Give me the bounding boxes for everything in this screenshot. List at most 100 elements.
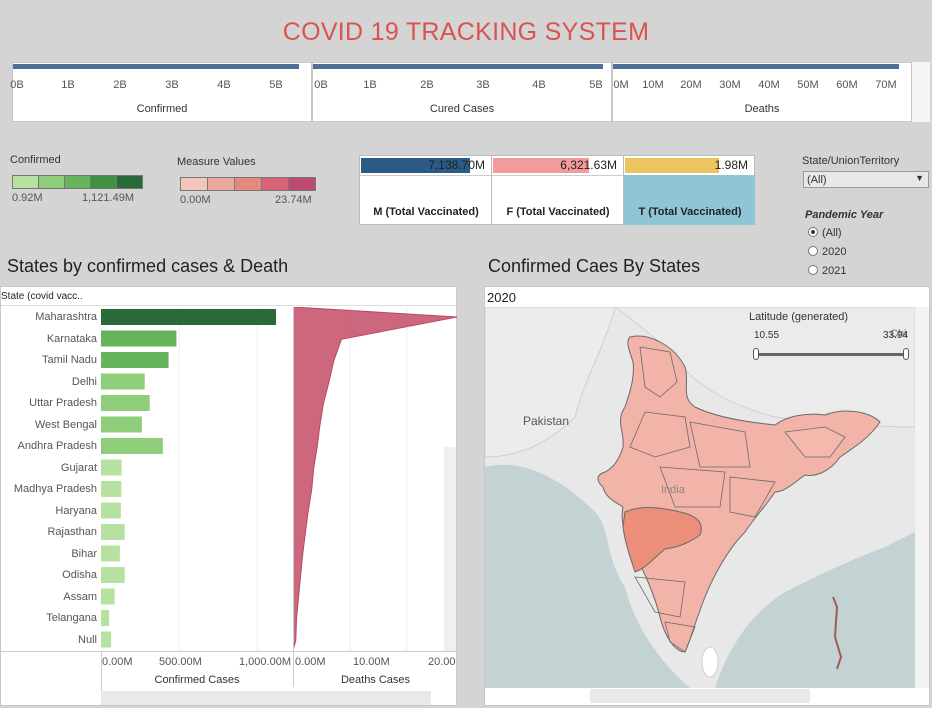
map-label-pakistan: Pakistan (523, 414, 569, 428)
kpi-confirmed-label: Confirmed (136, 103, 188, 115)
vacc-card-f[interactable]: 6,321.63M F (Total Vaccinated) (491, 155, 624, 225)
state-label: Telangana (46, 612, 97, 624)
confirmed-bar-chart (101, 307, 277, 651)
x-axis-title-deaths: Deaths Cases (340, 674, 411, 686)
kpi-cured-bar (313, 64, 603, 69)
state-label: Assam (63, 590, 97, 603)
confirmed-bar[interactable] (101, 631, 112, 648)
confirmed-bar[interactable] (101, 545, 120, 562)
kpi-tick: 4B (532, 79, 546, 91)
radio-icon (808, 246, 818, 256)
vacc-divider (360, 175, 492, 176)
legend-confirmed-title: Confirmed (10, 154, 61, 166)
x-tick-right: 0.00M (295, 656, 326, 668)
slider-handle-right[interactable] (903, 348, 909, 360)
confirmed-bar[interactable] (101, 330, 177, 347)
legend-swatch-m (180, 177, 208, 191)
state-label: Karnataka (46, 332, 97, 345)
confirmed-bar[interactable] (101, 416, 142, 433)
map-label-india: India (661, 484, 686, 496)
confirmed-bar[interactable] (101, 481, 122, 497)
state-label: Maharashtra (35, 311, 97, 323)
slider-handle-left[interactable] (753, 348, 759, 360)
legend-swatch-m (234, 177, 262, 191)
state-label: Odisha (62, 569, 97, 581)
latitude-slider-min: 10.55 (754, 330, 780, 341)
confirmed-bar[interactable] (101, 395, 150, 411)
state-label: Gujarat (60, 461, 97, 474)
kpi-tick: 3B (476, 79, 490, 91)
chevron-down-icon: ▼ (915, 173, 924, 183)
radio-selected-icon (808, 227, 818, 237)
confirmed-bar[interactable] (101, 438, 163, 454)
kpi-tick: 10M (642, 79, 664, 91)
kpi-confirmed[interactable]: 0B 1B 2B 3B 4B 5B Confirmed (10, 62, 312, 122)
kpi-scrollbar[interactable] (912, 62, 930, 122)
kpi-tick: 5B (589, 79, 603, 91)
horizontal-scrollbar[interactable] (101, 691, 431, 705)
year-option-2020[interactable]: 2020 (808, 246, 846, 258)
maharashtra-shape (622, 507, 702, 573)
confirmed-bar[interactable] (101, 567, 125, 583)
state-label: Rajasthan (47, 526, 97, 538)
latitude-slider-max: 33.94 (883, 330, 909, 341)
state-label: Haryana (55, 504, 97, 517)
kpi-deaths-label: Deaths (744, 103, 780, 115)
dashboard-title: COVID 19 TRACKING SYSTEM (282, 18, 650, 46)
year-option-2021[interactable]: 2021 (808, 265, 846, 277)
confirmed-bar[interactable] (101, 502, 121, 519)
kpi-strip: 0B 1B 2B 3B 4B 5B Confirmed 0B 1B 2B 3B … (10, 62, 912, 122)
map-scrollbar[interactable] (915, 307, 929, 688)
map-year-label: 2020 (487, 290, 516, 305)
axis-divider-left (101, 651, 102, 691)
confirmed-bar[interactable] (101, 459, 122, 476)
legend-swatch-m (207, 177, 235, 191)
x-tick-right: 10.00M (353, 656, 390, 668)
vertical-scrollbar[interactable] (444, 447, 456, 651)
kpi-tick: 50M (797, 79, 819, 91)
kpi-tick: 0M (613, 79, 629, 91)
pane-divider (293, 307, 294, 687)
india-map[interactable]: Pakistan India Chi (485, 307, 915, 688)
map-horizontal-scrollbar[interactable] (590, 689, 810, 703)
year-option-all[interactable]: (All) (808, 227, 842, 239)
legend-measure: Measure Values 0.00M 23.74M (177, 156, 322, 208)
vacc-label-m: M (Total Vaccinated) (373, 206, 479, 218)
state-label: Null (78, 633, 97, 646)
state-label: Tamil Nadu (41, 354, 97, 366)
confirmed-bar[interactable] (101, 309, 277, 325)
kpi-tick: 1B (61, 79, 75, 91)
state-label: Bihar (71, 547, 97, 560)
legend-swatch (116, 175, 143, 189)
vacc-label-f: F (Total Vaccinated) (506, 206, 610, 218)
legend-confirmed: Confirmed 0.92M 1,121.49M (10, 154, 150, 206)
bar-section-title: States by confirmed cases & Death (7, 256, 289, 276)
legend-swatch (38, 175, 65, 189)
vacc-card-t[interactable]: 1.98M T (Total Vaccinated) (623, 155, 755, 225)
kpi-tick: 3B (165, 79, 179, 91)
kpi-deaths[interactable]: 0M 10M 20M 30M 40M 50M 60M 70M Deaths (612, 62, 912, 122)
confirmed-bar[interactable] (101, 610, 110, 626)
state-filter-value: (All) (807, 174, 827, 186)
deaths-area-chart (293, 307, 458, 651)
vacc-value-t: 1.98M (714, 158, 748, 172)
confirmed-bar[interactable] (101, 524, 125, 540)
confirmed-bar[interactable] (101, 352, 169, 368)
state-filter-dropdown[interactable]: (All) ▼ (803, 171, 929, 188)
kpi-cured[interactable]: 0B 1B 2B 3B 4B 5B Cured Cases (312, 62, 612, 122)
x-tick-left: 1,000.00M (239, 656, 291, 668)
radio-icon (808, 265, 818, 275)
kpi-tick: 0B (10, 79, 24, 91)
legend-measure-title: Measure Values (177, 156, 256, 168)
deaths-area[interactable] (293, 307, 458, 651)
vacc-card-m[interactable]: 7,138.70M M (Total Vaccinated) (359, 155, 492, 225)
confirmed-bar[interactable] (101, 588, 115, 605)
vacc-value-f: 6,321.63M (560, 158, 617, 172)
legend-swatch-m (288, 177, 316, 191)
kpi-tick: 5B (269, 79, 283, 91)
x-tick-right: 20.00 (428, 656, 456, 668)
confirmed-bar[interactable] (101, 373, 145, 390)
latitude-slider-track[interactable] (757, 353, 907, 356)
map-label-china: Chi (890, 328, 907, 340)
kpi-tick: 40M (758, 79, 780, 91)
